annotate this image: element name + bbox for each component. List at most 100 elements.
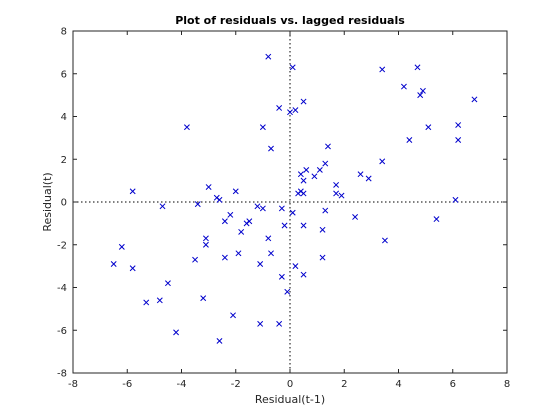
data-point xyxy=(419,87,426,94)
x-tick-label: -4 xyxy=(177,379,187,390)
data-point xyxy=(164,280,171,287)
data-point xyxy=(338,192,345,199)
data-point xyxy=(425,124,432,131)
data-point xyxy=(200,295,207,302)
data-point xyxy=(300,222,307,229)
data-point xyxy=(357,171,364,178)
data-point xyxy=(300,177,307,184)
data-point xyxy=(257,320,264,327)
data-point xyxy=(300,271,307,278)
data-point xyxy=(292,107,299,114)
x-tick-label: 6 xyxy=(450,379,456,390)
data-point xyxy=(300,190,307,197)
data-point xyxy=(257,261,264,267)
y-axis: -8 -6 -4 -2 0 2 4 6 8 xyxy=(57,27,507,380)
data-point xyxy=(278,273,285,280)
x-tick-label: 0 xyxy=(287,379,293,390)
y-tick-label: 0 xyxy=(61,198,67,209)
data-point xyxy=(289,209,296,216)
data-point xyxy=(319,254,326,261)
data-point xyxy=(216,337,223,344)
data-point xyxy=(406,137,413,143)
data-point xyxy=(202,235,209,242)
reference-lines xyxy=(73,31,507,373)
data-point xyxy=(379,158,386,165)
data-point xyxy=(129,188,136,195)
data-point xyxy=(319,226,326,233)
y-tick-label: -2 xyxy=(57,240,67,251)
data-point xyxy=(159,203,166,210)
data-point xyxy=(265,53,272,60)
chart-title: Plot of residuals vs. lagged residuals xyxy=(175,14,405,27)
data-point xyxy=(230,312,236,319)
y-tick-label: 2 xyxy=(61,155,67,166)
data-point xyxy=(276,104,283,111)
data-point xyxy=(284,288,291,295)
data-point xyxy=(471,96,478,103)
data-point xyxy=(243,220,250,227)
data-point xyxy=(352,214,359,220)
data-point xyxy=(289,64,296,71)
x-tick-label: -2 xyxy=(231,379,241,390)
data-point xyxy=(265,235,272,242)
data-points xyxy=(110,53,478,344)
y-axis-label: Residual(t) xyxy=(41,172,54,231)
data-point xyxy=(381,237,388,244)
data-point xyxy=(238,228,245,235)
data-point xyxy=(281,222,288,229)
data-point xyxy=(259,124,266,131)
data-point xyxy=(417,92,424,99)
data-point xyxy=(205,184,212,190)
y-tick-label: -6 xyxy=(57,326,67,337)
data-point xyxy=(259,205,266,212)
data-point xyxy=(297,171,304,178)
data-point xyxy=(379,66,386,73)
data-point xyxy=(276,320,283,327)
x-tick-label: -8 xyxy=(68,379,78,390)
data-point xyxy=(455,137,462,143)
data-point xyxy=(333,190,340,197)
data-point xyxy=(300,98,307,105)
data-point xyxy=(303,166,310,173)
x-tick-label: -6 xyxy=(122,379,132,390)
data-point xyxy=(156,297,163,304)
data-point xyxy=(192,256,199,263)
x-tick-label: 8 xyxy=(504,379,510,390)
data-point xyxy=(227,211,234,218)
data-point xyxy=(322,160,329,167)
data-point xyxy=(221,218,228,225)
data-point xyxy=(221,254,228,261)
data-point xyxy=(129,265,136,272)
data-point xyxy=(365,175,372,182)
data-point xyxy=(316,166,323,173)
data-point xyxy=(311,173,318,180)
data-point xyxy=(287,109,293,116)
y-tick-label: 8 xyxy=(61,27,67,38)
data-point xyxy=(254,203,261,210)
y-tick-label: -8 xyxy=(57,369,67,380)
y-tick-label: 6 xyxy=(61,69,67,80)
data-point xyxy=(295,190,302,197)
x-tick-label: 4 xyxy=(395,379,401,390)
data-point xyxy=(183,124,190,131)
data-point xyxy=(278,205,285,212)
data-point xyxy=(216,196,223,203)
data-point xyxy=(400,83,407,90)
data-point xyxy=(325,143,331,150)
y-tick-label: 4 xyxy=(61,112,67,123)
data-point xyxy=(292,263,299,270)
data-point xyxy=(322,207,329,214)
data-point xyxy=(202,241,209,248)
data-point xyxy=(194,201,201,208)
data-point xyxy=(118,243,125,250)
data-point xyxy=(110,261,117,267)
data-point xyxy=(414,64,421,71)
data-point xyxy=(455,122,462,129)
data-point xyxy=(173,329,180,336)
y-tick-label: -4 xyxy=(57,283,67,294)
data-point xyxy=(333,181,340,188)
x-tick-label: 2 xyxy=(341,379,347,390)
data-point xyxy=(268,145,274,152)
data-point xyxy=(232,188,239,195)
